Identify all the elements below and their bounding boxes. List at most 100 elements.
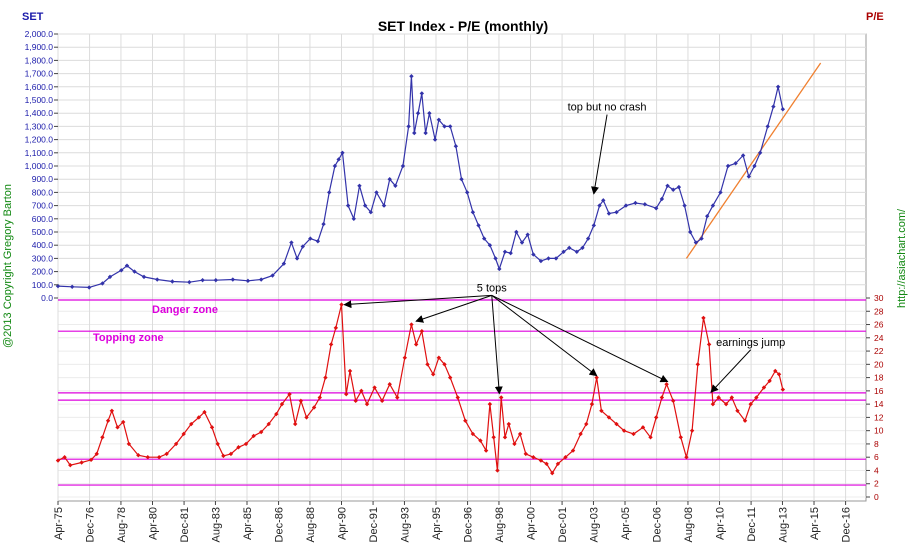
annotation-label: earnings jump: [716, 337, 785, 349]
data-point-set: [100, 281, 105, 286]
chart-title: SET Index - P/E (monthly): [378, 18, 548, 34]
x-tick-label: Dec-91: [368, 507, 380, 542]
zone-label: Danger zone: [152, 304, 218, 316]
annotation-arrow: [491, 294, 669, 383]
data-point-set: [580, 245, 585, 251]
data-point-pe: [79, 460, 84, 465]
right-axis-label: P/E: [866, 11, 884, 23]
data-point-set: [412, 130, 417, 136]
data-point-set: [258, 277, 264, 282]
data-point-pe: [436, 355, 442, 360]
y-tick-label-pe: 2: [874, 479, 879, 489]
data-point-set: [213, 277, 219, 283]
y-tick-label-pe: 26: [874, 320, 884, 330]
annotation-arrow: [491, 295, 503, 395]
x-tick-label: Aug-88: [305, 507, 317, 542]
data-point-pe: [754, 395, 759, 400]
data-point-set: [289, 240, 294, 245]
data-point-set: [699, 236, 704, 241]
data-point-pe: [710, 401, 716, 407]
data-point-pe: [671, 398, 676, 404]
x-tick-label: Aug-98: [494, 507, 506, 542]
data-point-pe: [701, 315, 706, 321]
data-point-set: [124, 263, 130, 268]
data-point-pe: [538, 458, 544, 463]
data-point-set: [688, 229, 693, 235]
y-tick-label-pe: 28: [874, 306, 884, 316]
data-point-pe: [735, 408, 740, 413]
annotation-arrow: [415, 294, 492, 323]
data-point-pe: [196, 415, 202, 420]
zone-label: Topping zone: [93, 332, 164, 344]
data-point-pe: [359, 388, 364, 394]
x-tick-label: Aug-93: [399, 507, 411, 542]
data-point-pe: [311, 405, 317, 410]
data-point-set: [493, 256, 498, 261]
x-tick-label: Apr-00: [526, 507, 538, 540]
x-tick-label: Aug-13: [777, 507, 789, 542]
data-point-pe: [430, 372, 436, 377]
axes: 0.0100.0200.0300.0400.0500.0600.0700.080…: [25, 29, 884, 542]
data-point-set: [107, 274, 113, 280]
y-tick-label-pe: 24: [874, 333, 884, 343]
data-point-pe: [62, 455, 67, 460]
data-point-set: [502, 249, 508, 254]
y-tick-label-set: 1,500.0: [25, 95, 54, 105]
data-point-set: [710, 203, 716, 208]
data-point-pe: [274, 411, 279, 417]
data-point-pe: [678, 435, 683, 440]
annotation-arrow: [591, 114, 608, 195]
data-point-set: [771, 104, 776, 109]
data-point-pe: [578, 431, 583, 437]
data-point-set: [752, 163, 757, 169]
data-point-set: [132, 269, 137, 274]
x-tick-label: Dec-81: [179, 507, 191, 542]
grid: [57, 33, 867, 502]
data-point-pe: [317, 395, 322, 400]
data-point-set: [659, 196, 665, 202]
y-tick-label-set: 200.0: [32, 267, 54, 277]
data-point-pe: [648, 435, 653, 440]
trendline-segment: [685, 62, 822, 259]
y-tick-label-set: 700.0: [32, 201, 54, 211]
data-point-set: [423, 130, 428, 136]
data-point-pe: [251, 433, 256, 439]
y-tick-label-pe: 10: [874, 426, 884, 436]
data-point-set: [676, 184, 682, 190]
y-tick-label-set: 1,600.0: [25, 82, 54, 92]
data-point-set: [400, 163, 406, 169]
data-point-set: [538, 258, 544, 264]
x-tick-label: Dec-06: [652, 507, 664, 542]
y-tick-label-pe: 8: [874, 439, 879, 449]
trendline: [685, 62, 822, 259]
data-point-pe: [387, 382, 392, 387]
data-point-pe: [333, 325, 339, 331]
annotation-arrow: [491, 294, 598, 377]
data-point-set: [321, 221, 326, 227]
data-point-set: [654, 206, 659, 211]
data-point-set: [119, 268, 124, 273]
data-point-set: [508, 250, 513, 256]
data-point-set: [155, 277, 160, 282]
data-point-pe: [372, 385, 377, 390]
y-tick-label-set: 500.0: [32, 227, 54, 237]
data-point-set: [308, 236, 313, 241]
data-point-pe: [767, 378, 772, 384]
data-point-set: [585, 236, 591, 241]
data-point-pe: [413, 342, 419, 347]
series-layer: [55, 74, 786, 476]
data-point-set: [406, 124, 411, 129]
data-point-pe: [156, 455, 162, 460]
data-point-pe: [215, 441, 220, 447]
left-axis-label: SET: [22, 11, 44, 23]
data-point-pe: [115, 425, 120, 430]
data-point-pe: [88, 457, 94, 463]
data-point-pe: [379, 398, 385, 404]
x-tick-label: Aug-03: [588, 507, 600, 542]
data-point-pe: [621, 428, 627, 433]
x-tick-label: Dec-86: [274, 507, 286, 542]
y-tick-label-set: 1,300.0: [25, 121, 54, 131]
data-point-set: [757, 150, 763, 155]
site-label: http://asiachart.com/: [896, 208, 908, 308]
annotation-label: 5 tops: [477, 282, 507, 294]
